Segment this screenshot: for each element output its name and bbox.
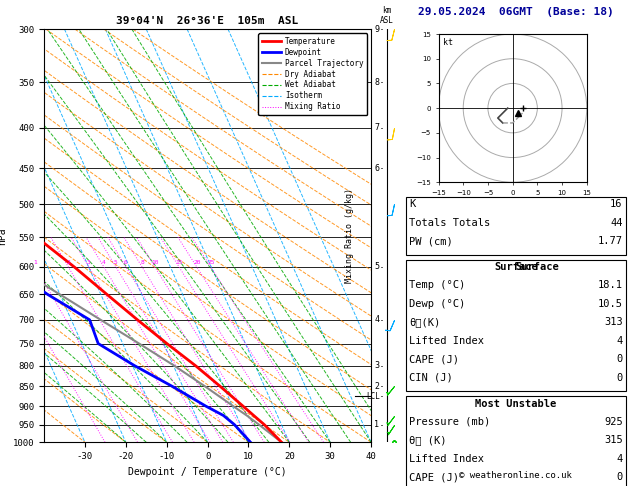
Text: Mixing Ratio (g/kg): Mixing Ratio (g/kg) (345, 188, 353, 283)
Text: 4: 4 (616, 454, 623, 464)
Text: 20: 20 (193, 260, 201, 265)
Text: 4: 4 (616, 336, 623, 346)
Text: 0: 0 (616, 472, 623, 483)
Text: 2: 2 (67, 260, 70, 265)
Text: 8: 8 (140, 260, 144, 265)
Text: 5: 5 (114, 260, 118, 265)
Text: 18.1: 18.1 (598, 280, 623, 291)
X-axis label: Dewpoint / Temperature (°C): Dewpoint / Temperature (°C) (128, 467, 287, 477)
Legend: Temperature, Dewpoint, Parcel Trajectory, Dry Adiabat, Wet Adiabat, Isotherm, Mi: Temperature, Dewpoint, Parcel Trajectory… (258, 33, 367, 115)
Text: 44: 44 (610, 218, 623, 228)
Text: Temp (°C): Temp (°C) (409, 280, 465, 291)
Text: 7: 7 (374, 123, 379, 132)
Text: 313: 313 (604, 317, 623, 328)
Text: 1: 1 (374, 420, 379, 429)
Text: 2: 2 (374, 382, 379, 391)
Text: 10.5: 10.5 (598, 299, 623, 309)
Text: CAPE (J): CAPE (J) (409, 354, 459, 364)
Text: PW (cm): PW (cm) (409, 236, 453, 246)
Text: 1.77: 1.77 (598, 236, 623, 246)
Text: Surface: Surface (516, 262, 560, 272)
Text: CIN (J): CIN (J) (409, 373, 453, 383)
Text: 6: 6 (124, 260, 128, 265)
Text: Most Unstable: Most Unstable (475, 399, 557, 409)
Text: km
ASL: km ASL (380, 6, 394, 25)
Text: 0: 0 (616, 373, 623, 383)
Text: Lifted Index: Lifted Index (409, 454, 484, 464)
Y-axis label: hPa: hPa (0, 227, 8, 244)
Text: 3: 3 (87, 260, 91, 265)
Text: 925: 925 (604, 417, 623, 427)
Text: Lifted Index: Lifted Index (409, 336, 484, 346)
Text: 9: 9 (374, 25, 379, 34)
Title: 39°04'N  26°36'E  105m  ASL: 39°04'N 26°36'E 105m ASL (116, 16, 299, 26)
Text: kt: kt (443, 38, 453, 48)
Text: 10: 10 (151, 260, 159, 265)
Text: Surface: Surface (494, 262, 538, 272)
Text: CAPE (J): CAPE (J) (409, 472, 459, 483)
Text: 4: 4 (102, 260, 106, 265)
Text: 25: 25 (207, 260, 214, 265)
Text: Totals Totals: Totals Totals (409, 218, 490, 228)
Text: 315: 315 (604, 435, 623, 446)
Text: 5: 5 (374, 262, 379, 272)
Text: 8: 8 (374, 78, 379, 87)
Text: 0: 0 (616, 354, 623, 364)
Text: 29.05.2024  06GMT  (Base: 18): 29.05.2024 06GMT (Base: 18) (418, 7, 614, 17)
Text: θᴄ(K): θᴄ(K) (409, 317, 440, 328)
Text: 6: 6 (374, 164, 379, 173)
Text: θᴄ (K): θᴄ (K) (409, 435, 447, 446)
Text: LCL: LCL (366, 392, 380, 401)
Text: 1: 1 (33, 260, 37, 265)
Text: Dewp (°C): Dewp (°C) (409, 299, 465, 309)
Text: Pressure (mb): Pressure (mb) (409, 417, 490, 427)
Text: K: K (409, 199, 415, 209)
Text: 15: 15 (175, 260, 183, 265)
Text: © weatheronline.co.uk: © weatheronline.co.uk (459, 471, 572, 480)
Text: 3: 3 (374, 361, 379, 370)
Text: 4: 4 (374, 315, 379, 324)
Text: 16: 16 (610, 199, 623, 209)
